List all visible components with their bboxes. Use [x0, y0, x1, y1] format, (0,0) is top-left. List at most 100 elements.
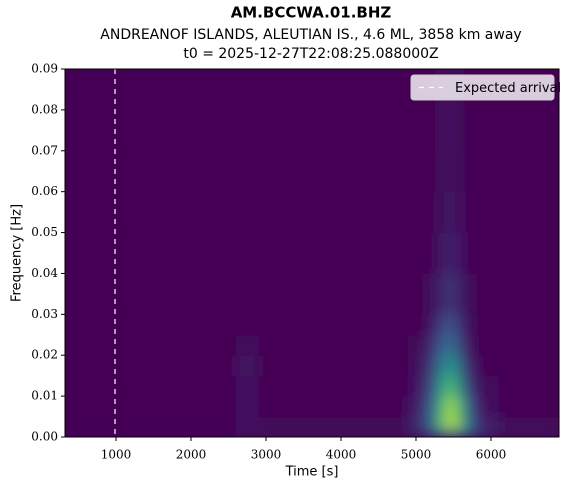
- heat-cell: [65, 232, 222, 274]
- heat-cell: [434, 273, 443, 315]
- heat-cell: [449, 396, 458, 418]
- heat-cell: [457, 334, 466, 356]
- heat-cell: [220, 355, 237, 377]
- heat-cell: [408, 355, 424, 377]
- heat-cell: [258, 191, 409, 234]
- heat-cell: [498, 355, 559, 377]
- heat-cell: [449, 334, 458, 356]
- heat-cell: [475, 375, 499, 397]
- heat-cell: [449, 416, 458, 430]
- heat-cell: [408, 416, 424, 430]
- y-tick-label: 0.04: [31, 266, 58, 280]
- heat-cell: [464, 69, 477, 152]
- heat-cell: [475, 355, 499, 377]
- x-tick-label: 3000: [251, 448, 282, 462]
- heat-cell: [498, 416, 559, 430]
- legend-box: [410, 74, 555, 101]
- heat-cell: [423, 273, 436, 315]
- heat-cell: [434, 232, 443, 274]
- heat-cell: [442, 191, 451, 234]
- heat-cell: [65, 375, 222, 397]
- heat-cell: [235, 273, 259, 315]
- heat-cell: [65, 273, 222, 315]
- heat-cell: [475, 314, 499, 336]
- heat-cell: [408, 232, 424, 274]
- heat-cell: [235, 191, 259, 234]
- heat-cell: [408, 375, 424, 397]
- heat-cell: [475, 428, 499, 437]
- heat-cell: [235, 428, 259, 437]
- heat-cell: [434, 334, 443, 356]
- heat-cell: [464, 416, 477, 430]
- heatmap-cells: [65, 69, 559, 437]
- heat-cell: [423, 355, 436, 377]
- heat-cell: [434, 428, 443, 437]
- heat-cell: [220, 69, 237, 152]
- x-axis-label: Time [s]: [285, 465, 339, 480]
- heat-cell: [442, 396, 451, 418]
- chart-title: AM.BCCWA.01.BHZ: [231, 4, 392, 22]
- heat-cell: [220, 416, 237, 430]
- heat-cell: [442, 314, 451, 336]
- heat-cell: [235, 375, 259, 397]
- heat-cell: [457, 273, 466, 315]
- heat-cell: [65, 355, 222, 377]
- heat-cell: [258, 396, 409, 418]
- heat-cell: [220, 334, 237, 356]
- heat-cell: [498, 375, 559, 397]
- heat-cell: [235, 150, 259, 193]
- heat-cell: [423, 375, 436, 397]
- x-tick-label: 1000: [101, 448, 132, 462]
- heat-cell: [408, 396, 424, 418]
- overlay: 1000 2000 3000 4000 5000 6000 0.00 0.01 0.02 0.03…: [31, 62, 561, 462]
- heat-cell: [498, 396, 559, 418]
- heat-cell: [464, 396, 477, 418]
- heat-cell: [442, 416, 451, 430]
- heat-cell: [442, 375, 451, 397]
- heat-cell: [457, 416, 466, 430]
- heat-cell: [457, 191, 466, 234]
- heat-cell: [258, 273, 409, 315]
- heat-cell: [258, 375, 409, 397]
- heat-cell: [475, 273, 499, 315]
- y-tick-label: 0.07: [31, 143, 58, 157]
- heat-cell: [434, 355, 443, 377]
- heat-cell: [442, 334, 451, 356]
- heat-cell: [235, 314, 259, 336]
- heat-cell: [65, 150, 222, 193]
- heat-cell: [220, 273, 237, 315]
- heat-cell: [475, 416, 499, 430]
- heat-cell: [423, 150, 436, 193]
- y-tick-label: 0.06: [31, 184, 58, 198]
- heat-cell: [475, 150, 499, 193]
- heat-cell: [457, 150, 466, 193]
- x-tick-label: 4000: [326, 448, 357, 462]
- heat-cell: [235, 69, 259, 152]
- heat-cell: [457, 232, 466, 274]
- y-tick-label: 0.02: [31, 348, 58, 362]
- heat-cell: [65, 334, 222, 356]
- y-axis-label: Frequency [Hz]: [10, 204, 25, 302]
- heat-cell: [434, 416, 443, 430]
- heat-cell: [423, 191, 436, 234]
- heat-cell: [235, 334, 259, 356]
- heat-cell: [464, 191, 477, 234]
- heat-cell: [423, 396, 436, 418]
- heat-cell: [423, 232, 436, 274]
- heat-cell: [464, 314, 477, 336]
- x-tick-label: 5000: [401, 448, 432, 462]
- heat-cell: [449, 314, 458, 336]
- heat-cell: [457, 396, 466, 418]
- x-tick-label: 6000: [476, 448, 507, 462]
- heat-cell: [220, 191, 237, 234]
- heat-cell: [434, 314, 443, 336]
- heat-cell: [408, 314, 424, 336]
- heat-cell: [475, 334, 499, 356]
- heat-cell: [65, 69, 222, 152]
- chart-subtitle: t0 = 2025-12-27T22:08:25.088000Z: [183, 46, 438, 62]
- heat-cell: [449, 150, 458, 193]
- heat-cell: [65, 416, 222, 430]
- heat-cell: [449, 232, 458, 274]
- heat-cell: [235, 416, 259, 430]
